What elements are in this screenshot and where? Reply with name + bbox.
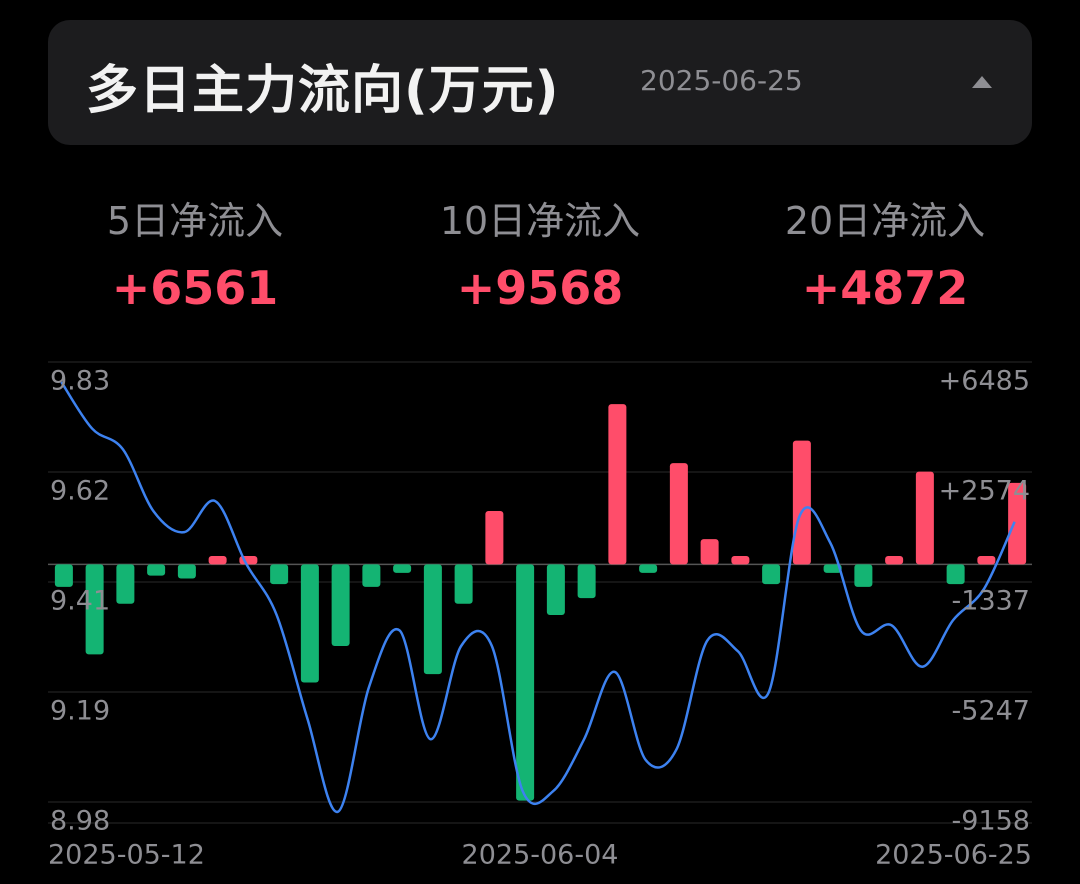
left-axis-tick-label: 9.62 xyxy=(50,476,110,507)
flow-bar xyxy=(915,471,934,565)
flow-bar xyxy=(331,564,350,646)
flow-bar xyxy=(85,564,104,655)
right-axis-tick-label: -5247 xyxy=(952,696,1030,727)
header-date: 2025-06-25 xyxy=(640,64,803,97)
left-axis-tick-label: 9.83 xyxy=(50,366,110,397)
flow-bar xyxy=(54,564,73,587)
flow-bar xyxy=(577,564,596,599)
flow-bar xyxy=(208,555,227,565)
flow-bar xyxy=(700,539,719,565)
flow-bar xyxy=(639,564,658,573)
stat-20d-value: +4872 xyxy=(801,261,969,315)
flow-bar xyxy=(454,564,473,604)
right-axis-tick-label: -9158 xyxy=(952,806,1030,837)
left-axis-tick-label: 9.19 xyxy=(50,696,110,727)
flow-bar xyxy=(823,564,842,573)
x-axis-tick-label: 2025-06-04 xyxy=(462,840,619,871)
net-inflow-stats: 5日净流入 +6561 10日净流入 +9568 20日净流入 +4872 xyxy=(0,190,1080,320)
flow-bar xyxy=(669,463,688,565)
chevron-up-icon[interactable] xyxy=(970,72,994,92)
flow-bar xyxy=(854,564,873,587)
page-title: 多日主力流向(万元) xyxy=(86,61,560,121)
stat-20d: 20日净流入 +4872 xyxy=(705,190,1065,315)
x-axis-tick-label: 2025-05-12 xyxy=(48,840,205,871)
flow-bar xyxy=(792,440,811,565)
flow-bar xyxy=(300,564,319,683)
stat-10d-value: +9568 xyxy=(456,261,624,315)
header-card: 多日主力流向(万元) 2025-06-25 xyxy=(48,20,1032,145)
flow-bar xyxy=(423,564,442,675)
flow-bar xyxy=(177,564,196,579)
flow-bar xyxy=(516,564,535,801)
stat-10d: 10日净流入 +9568 xyxy=(360,190,720,315)
flow-bar xyxy=(362,564,381,587)
flow-bar xyxy=(762,564,781,585)
flow-bar xyxy=(946,564,965,585)
flow-bar xyxy=(546,564,565,616)
right-axis-tick-label: +2574 xyxy=(939,476,1030,507)
flow-bar xyxy=(885,555,904,565)
stat-5d: 5日净流入 +6561 xyxy=(15,190,375,315)
stat-5d-value: +6561 xyxy=(111,261,279,315)
stat-10d-label: 10日净流入 xyxy=(439,199,641,243)
flow-bar xyxy=(485,510,504,565)
flow-bar xyxy=(731,555,750,565)
stat-5d-label: 5日净流入 xyxy=(106,199,284,243)
stat-20d-label: 20日净流入 xyxy=(784,199,986,243)
flow-bar xyxy=(270,564,289,585)
flow-bar xyxy=(977,555,996,565)
flow-bar xyxy=(116,564,135,604)
main-flow-chart[interactable]: 9.83 9.62 9.41 9.19 8.98 +6485 +2574 -1337 -5247… xyxy=(0,350,1080,884)
flow-bar xyxy=(1008,482,1027,565)
flow-bar xyxy=(147,564,166,576)
left-axis-tick-label: 9.41 xyxy=(50,586,110,617)
x-axis-tick-label: 2025-06-25 xyxy=(875,840,1032,871)
right-axis-tick-label: +6485 xyxy=(939,366,1030,397)
left-axis-tick-label: 8.98 xyxy=(50,806,110,837)
flow-bar xyxy=(393,564,412,573)
flow-bar xyxy=(608,404,627,565)
right-axis-tick-label: -1337 xyxy=(952,586,1030,617)
price-line xyxy=(60,381,1016,813)
